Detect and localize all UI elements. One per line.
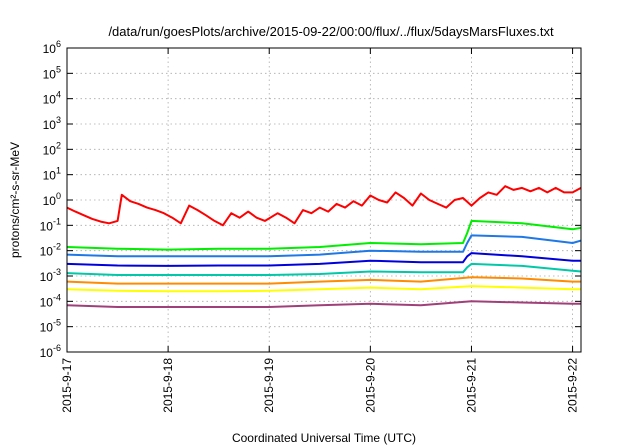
series-line-5 xyxy=(66,262,582,276)
y-tick-label: 10-2 xyxy=(40,242,61,259)
x-tick-label: 2015-9-18 xyxy=(161,358,175,413)
y-tick-label: 101 xyxy=(43,166,61,183)
y-tick-label: 102 xyxy=(43,140,61,157)
series-line-6 xyxy=(66,276,581,285)
x-tick-label: 2015-9-20 xyxy=(363,358,377,413)
y-tick-label: 10-5 xyxy=(40,318,61,335)
y-tick-label: 10-6 xyxy=(40,343,61,360)
y-tick-label: 103 xyxy=(43,115,61,132)
y-tick-label: 10-1 xyxy=(40,216,61,233)
series-line-1 xyxy=(66,185,582,227)
x-tick-label: 2015-9-21 xyxy=(464,358,478,413)
series-line-2 xyxy=(66,219,582,251)
series-line-3 xyxy=(66,234,582,258)
x-tick-label: 2015-9-22 xyxy=(566,358,580,413)
y-tick-label: 104 xyxy=(43,90,61,107)
x-tick-label: 2015-9-17 xyxy=(60,358,74,413)
chart-title: /data/run/goesPlots/archive/2015-09-22/0… xyxy=(108,24,554,39)
y-axis-label: protons/cm²-s-sr-MeV xyxy=(8,142,22,258)
series-line-4 xyxy=(66,252,581,267)
axis-ticks: 10-6 10-5 10-4 10-3 10-2 10-1 100 101 102 103 104 1… xyxy=(40,39,581,413)
series-line-7 xyxy=(66,285,581,293)
y-tick-label: 100 xyxy=(43,191,61,208)
y-tick-label: 10-4 xyxy=(40,292,61,309)
series-line-8 xyxy=(66,300,581,308)
x-tick-label: 2015-9-19 xyxy=(262,358,276,413)
y-tick-label: 105 xyxy=(43,64,61,81)
x-axis-label: Coordinated Universal Time (UTC) xyxy=(232,431,416,445)
y-tick-label: 10-3 xyxy=(40,267,61,284)
series-group xyxy=(66,185,582,308)
y-tick-label: 106 xyxy=(43,39,61,56)
